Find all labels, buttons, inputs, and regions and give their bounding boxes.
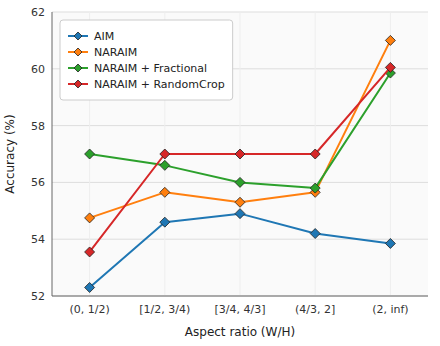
marker [235, 209, 245, 219]
legend-label: NARAIM [94, 46, 137, 59]
marker [160, 149, 170, 159]
legend-label: NARAIM + Fractional [94, 62, 207, 75]
marker [85, 247, 95, 257]
y-tick-label: 62 [31, 6, 45, 19]
x-tick-label: [3/4, 4/3] [215, 303, 266, 316]
y-axis-label: Accuracy (%) [3, 114, 17, 193]
marker [160, 217, 170, 227]
marker [160, 160, 170, 170]
x-tick-label: (0, 1/2) [69, 303, 109, 316]
marker [235, 177, 245, 187]
marker [85, 149, 95, 159]
y-tick-label: 60 [31, 63, 45, 76]
grid-line [52, 296, 428, 297]
legend: AIM NARAIM NARAIM + Fractional NARAIM + Ran… [60, 20, 233, 100]
legend-marker [74, 48, 82, 56]
legend-marker [74, 64, 82, 72]
x-tick-label: (4/3, 2] [295, 303, 335, 316]
x-tick-label: [1/2, 3/4) [139, 303, 190, 316]
x-axis [52, 296, 428, 297]
y-tick-label: 52 [31, 290, 45, 303]
y-tick-label: 56 [31, 176, 45, 189]
marker [85, 213, 95, 223]
plot-area [52, 12, 428, 296]
marker [85, 282, 95, 292]
x-axis-label: Aspect ratio (W/H) [185, 325, 295, 339]
x-grid-line [390, 12, 391, 296]
legend-label: AIM [94, 30, 114, 43]
marker [160, 187, 170, 197]
y-axis [52, 12, 53, 296]
marker [310, 183, 320, 193]
marker [310, 229, 320, 239]
y-tick-label: 54 [31, 233, 45, 246]
marker [385, 238, 395, 248]
legend-label: NARAIM + RandomCrop [94, 78, 225, 91]
x-tick-label: (2, inf) [372, 303, 408, 316]
marker [310, 149, 320, 159]
y-tick-label: 58 [31, 120, 45, 133]
legend-box [60, 20, 233, 100]
series-line [90, 40, 391, 218]
chart-container: 52 54 56 58 60 62 (0, 1/2) [1/2, 3/4) [3/4, 4/3]… [0, 0, 440, 346]
chart: 52 54 56 58 60 62 (0, 1/2) [1/2, 3/4) [3/4, 4/3]… [0, 0, 440, 346]
marker [235, 197, 245, 207]
marker [385, 62, 395, 72]
legend-marker [74, 32, 82, 40]
series-line [90, 214, 391, 288]
series-group [85, 35, 396, 292]
legend-marker [74, 80, 82, 88]
marker [385, 35, 395, 45]
series-line [90, 73, 391, 188]
marker [235, 149, 245, 159]
